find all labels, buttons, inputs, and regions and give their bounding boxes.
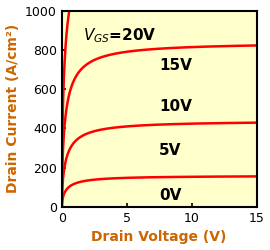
Text: 0V: 0V bbox=[159, 188, 181, 203]
Text: 15V: 15V bbox=[159, 58, 192, 73]
Text: 10V: 10V bbox=[159, 99, 192, 114]
Text: 5V: 5V bbox=[159, 142, 181, 158]
Text: $V_{GS}$=20V: $V_{GS}$=20V bbox=[83, 27, 156, 46]
Y-axis label: Drain Current (A/cm²): Drain Current (A/cm²) bbox=[6, 24, 19, 194]
X-axis label: Drain Voltage (V): Drain Voltage (V) bbox=[92, 230, 227, 244]
